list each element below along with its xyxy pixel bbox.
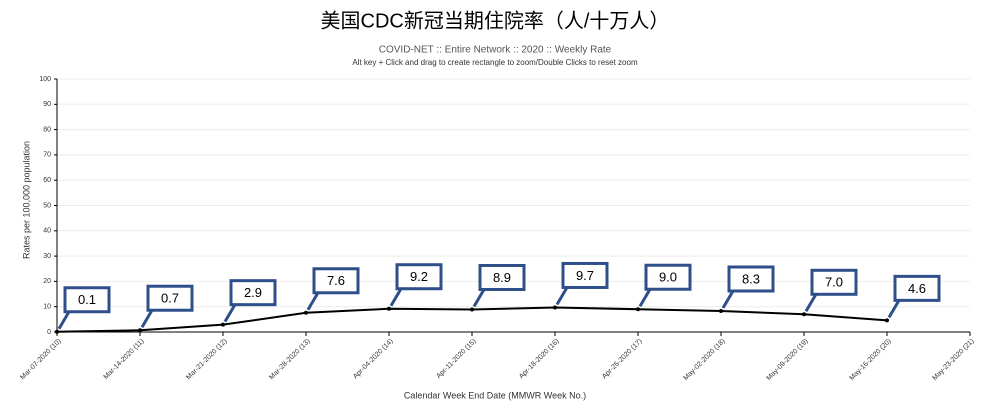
callout-box	[312, 267, 360, 295]
callout-pointer	[555, 286, 569, 306]
y-tick-label: 20	[43, 278, 51, 285]
y-tick-label: 70	[43, 152, 51, 159]
callout-pointer	[140, 309, 154, 328]
callout-box	[810, 268, 858, 296]
x-tick-label: Mar-21-2020 (12)	[185, 338, 228, 381]
callout-pointer	[638, 288, 652, 307]
callout-pointer	[472, 288, 486, 308]
callout-pointer	[721, 290, 735, 309]
x-tick-label: Mar-14-2020 (11)	[103, 338, 146, 381]
callout-box	[893, 274, 941, 302]
y-tick-label: 100	[39, 76, 51, 83]
x-tick-label: May-23-2020 (21)	[931, 338, 975, 382]
y-tick-label: 90	[43, 101, 51, 108]
callout-label: 0.1	[78, 292, 96, 307]
x-tick-label: Apr-25-2020 (17)	[601, 338, 644, 381]
zoom-note: Alt key + Click and drag to create recta…	[352, 58, 638, 67]
data-point	[885, 318, 889, 323]
x-tick-label: Apr-11-2020 (15)	[435, 338, 477, 380]
y-tick-label: 80	[43, 126, 51, 133]
x-tick-label: May-02-2020 (18)	[682, 338, 726, 382]
chart-title: 美国CDC新冠当期住院率（人/十万人）	[321, 9, 670, 32]
callout-label: 9.0	[659, 270, 677, 285]
callout-box	[146, 284, 194, 312]
data-point	[553, 305, 557, 310]
callout-box	[395, 263, 443, 291]
x-tick-label: May-09-2020 (19)	[765, 338, 809, 382]
callout-label: 4.6	[908, 281, 926, 296]
data-point	[221, 322, 225, 327]
callout-pointer	[887, 299, 901, 319]
y-tick-label: 30	[43, 253, 51, 260]
data-point	[719, 309, 723, 314]
callout-box	[727, 265, 775, 293]
data-point	[138, 328, 142, 333]
callout-box	[229, 279, 277, 307]
callout-label: 8.3	[742, 271, 760, 286]
data-point	[802, 312, 806, 317]
callout-pointer	[804, 293, 818, 313]
callout-label: 7.6	[327, 273, 345, 288]
callout-label: 9.2	[410, 269, 428, 284]
y-tick-label: 60	[43, 177, 51, 184]
x-tick-label: May-16-2020 (20)	[848, 338, 892, 382]
x-tick-label: Apr-18-2020 (16)	[518, 338, 561, 381]
callout-pointer	[306, 292, 320, 311]
data-point	[636, 307, 640, 312]
y-tick-label: 50	[43, 202, 51, 209]
callout-box	[561, 261, 609, 289]
data-point	[55, 329, 59, 334]
callout-box	[63, 286, 111, 314]
callout-label: 7.0	[825, 275, 843, 290]
callout-pointer	[223, 303, 237, 323]
x-tick-label: Mar-07-2020 (10)	[19, 338, 62, 381]
callout-label: 9.7	[576, 268, 594, 283]
callout-label: 8.9	[493, 270, 511, 285]
data-point	[470, 307, 474, 312]
callout-box	[644, 263, 692, 291]
callout-box	[478, 263, 526, 291]
data-point	[304, 310, 308, 315]
y-tick-label: 0	[47, 329, 51, 336]
callout-pointer	[389, 287, 403, 307]
x-tick-label: Mar-28-2020 (13)	[268, 338, 311, 381]
x-axis-label: Calendar Week End Date (MMWR Week No.)	[404, 390, 586, 400]
callout-pointer	[57, 310, 71, 330]
chart-subtitle: COVID-NET :: Entire Network :: 2020 :: W…	[379, 45, 612, 56]
y-tick-label: 40	[43, 228, 51, 235]
x-tick-label: Apr-04-2020 (14)	[352, 338, 395, 381]
y-tick-label: 10	[43, 304, 51, 311]
callout-label: 0.7	[161, 291, 179, 306]
callout-label: 2.9	[244, 285, 262, 300]
y-axis-label: Rates per 100,000 population	[21, 141, 31, 259]
data-point	[387, 306, 391, 311]
